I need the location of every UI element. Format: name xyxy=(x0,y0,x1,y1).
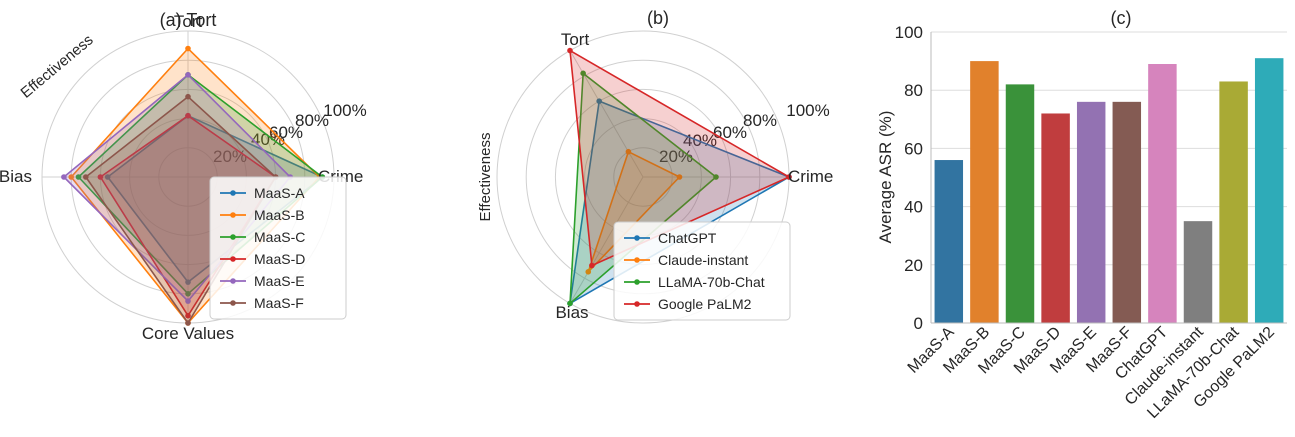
legend-label: MaaS-C xyxy=(254,229,305,245)
radar-chart-a: 20%40%60%80%100%CrimeTortBiasCore Values… xyxy=(0,10,367,343)
legend-marker xyxy=(634,235,640,241)
bar xyxy=(1148,64,1177,323)
bar xyxy=(1112,101,1142,323)
series-area xyxy=(569,49,790,267)
y-tick-label: 60 xyxy=(904,139,923,158)
data-point xyxy=(185,72,191,78)
data-point xyxy=(185,298,191,304)
data-point xyxy=(589,262,595,269)
legend-label: ChatGPT xyxy=(658,230,717,246)
axis-label: Tort xyxy=(174,12,203,31)
data-point xyxy=(676,174,683,180)
legend-label: Claude-instant xyxy=(658,252,748,268)
y-tick-label: 20 xyxy=(904,256,923,275)
legend-label: MaaS-D xyxy=(254,251,305,267)
legend-label: MaaS-B xyxy=(254,207,305,223)
legend-marker xyxy=(634,257,640,263)
axis-label: Core Values xyxy=(142,324,234,343)
data-point xyxy=(185,45,191,52)
bar xyxy=(934,160,964,323)
data-point xyxy=(185,112,191,119)
y-tick-label: 100 xyxy=(895,23,923,42)
legend-marker xyxy=(230,234,236,240)
data-point xyxy=(104,174,111,180)
legend-box xyxy=(209,176,347,320)
legend-marker xyxy=(230,190,236,196)
data-point xyxy=(185,291,191,297)
legend-box xyxy=(613,221,791,321)
legend-marker xyxy=(634,279,640,285)
data-point xyxy=(185,279,191,285)
bar xyxy=(1254,58,1284,323)
data-point xyxy=(786,174,792,180)
radial-tick-label: 60% xyxy=(269,123,303,142)
axis-label: Crime xyxy=(788,167,833,186)
bar xyxy=(1005,84,1035,323)
data-point xyxy=(83,174,89,180)
data-point xyxy=(185,93,191,100)
data-point xyxy=(585,269,592,275)
y-tick-label: 0 xyxy=(914,314,923,333)
data-point xyxy=(567,300,573,307)
data-point xyxy=(61,174,67,180)
data-point xyxy=(713,174,719,180)
bar xyxy=(1041,113,1070,323)
data-point xyxy=(68,174,74,180)
legend-label: MaaS-E xyxy=(254,273,305,289)
bar xyxy=(1219,81,1248,323)
bar-chart-c: 020406080100MaaS-AMaaS-BMaaS-CMaaS-DMaaS… xyxy=(876,8,1287,422)
grid-spoke xyxy=(569,176,644,304)
legend-label: MaaS-A xyxy=(254,185,305,201)
chart-title: (b) xyxy=(647,8,669,28)
bar xyxy=(970,61,999,323)
data-point xyxy=(185,320,191,326)
data-point xyxy=(185,312,191,319)
legend-marker xyxy=(634,301,640,307)
radial-tick-label: 80% xyxy=(743,111,777,130)
bar xyxy=(1076,101,1106,323)
legend-marker xyxy=(230,256,236,262)
y-tick-label: 80 xyxy=(904,81,923,100)
y-axis-label: Effectiveness xyxy=(18,31,97,101)
data-point xyxy=(625,148,632,155)
y-axis-label: Effectiveness xyxy=(477,133,494,222)
legend-label: LLaMA-70b-Chat xyxy=(658,274,765,290)
axis-label: Bias xyxy=(555,303,588,322)
radial-tick-label: 100% xyxy=(323,101,366,120)
axis-label: Bias xyxy=(0,167,32,186)
data-point xyxy=(580,70,586,77)
legend-marker xyxy=(230,300,236,306)
bar xyxy=(1183,221,1213,323)
legend-label: MaaS-F xyxy=(254,295,304,311)
radar-chart-b: 20%40%60%80%100%CrimeTortBias(b)Effectiv… xyxy=(477,8,833,324)
radial-tick-label: 100% xyxy=(786,101,829,120)
y-tick-label: 40 xyxy=(904,198,923,217)
data-point xyxy=(596,98,602,104)
chart-title: (a) Tort xyxy=(160,10,217,30)
axis-label: Tort xyxy=(561,30,590,49)
data-point xyxy=(567,47,573,54)
chart-title: (c) xyxy=(1111,8,1132,28)
legend-marker xyxy=(230,212,236,218)
y-axis-label: Average ASR (%) xyxy=(876,111,895,244)
data-point xyxy=(75,174,82,180)
radial-tick-label: 80% xyxy=(295,111,329,130)
data-point xyxy=(97,174,104,180)
legend-marker xyxy=(230,278,236,284)
legend-label: Google PaLM2 xyxy=(658,296,752,312)
